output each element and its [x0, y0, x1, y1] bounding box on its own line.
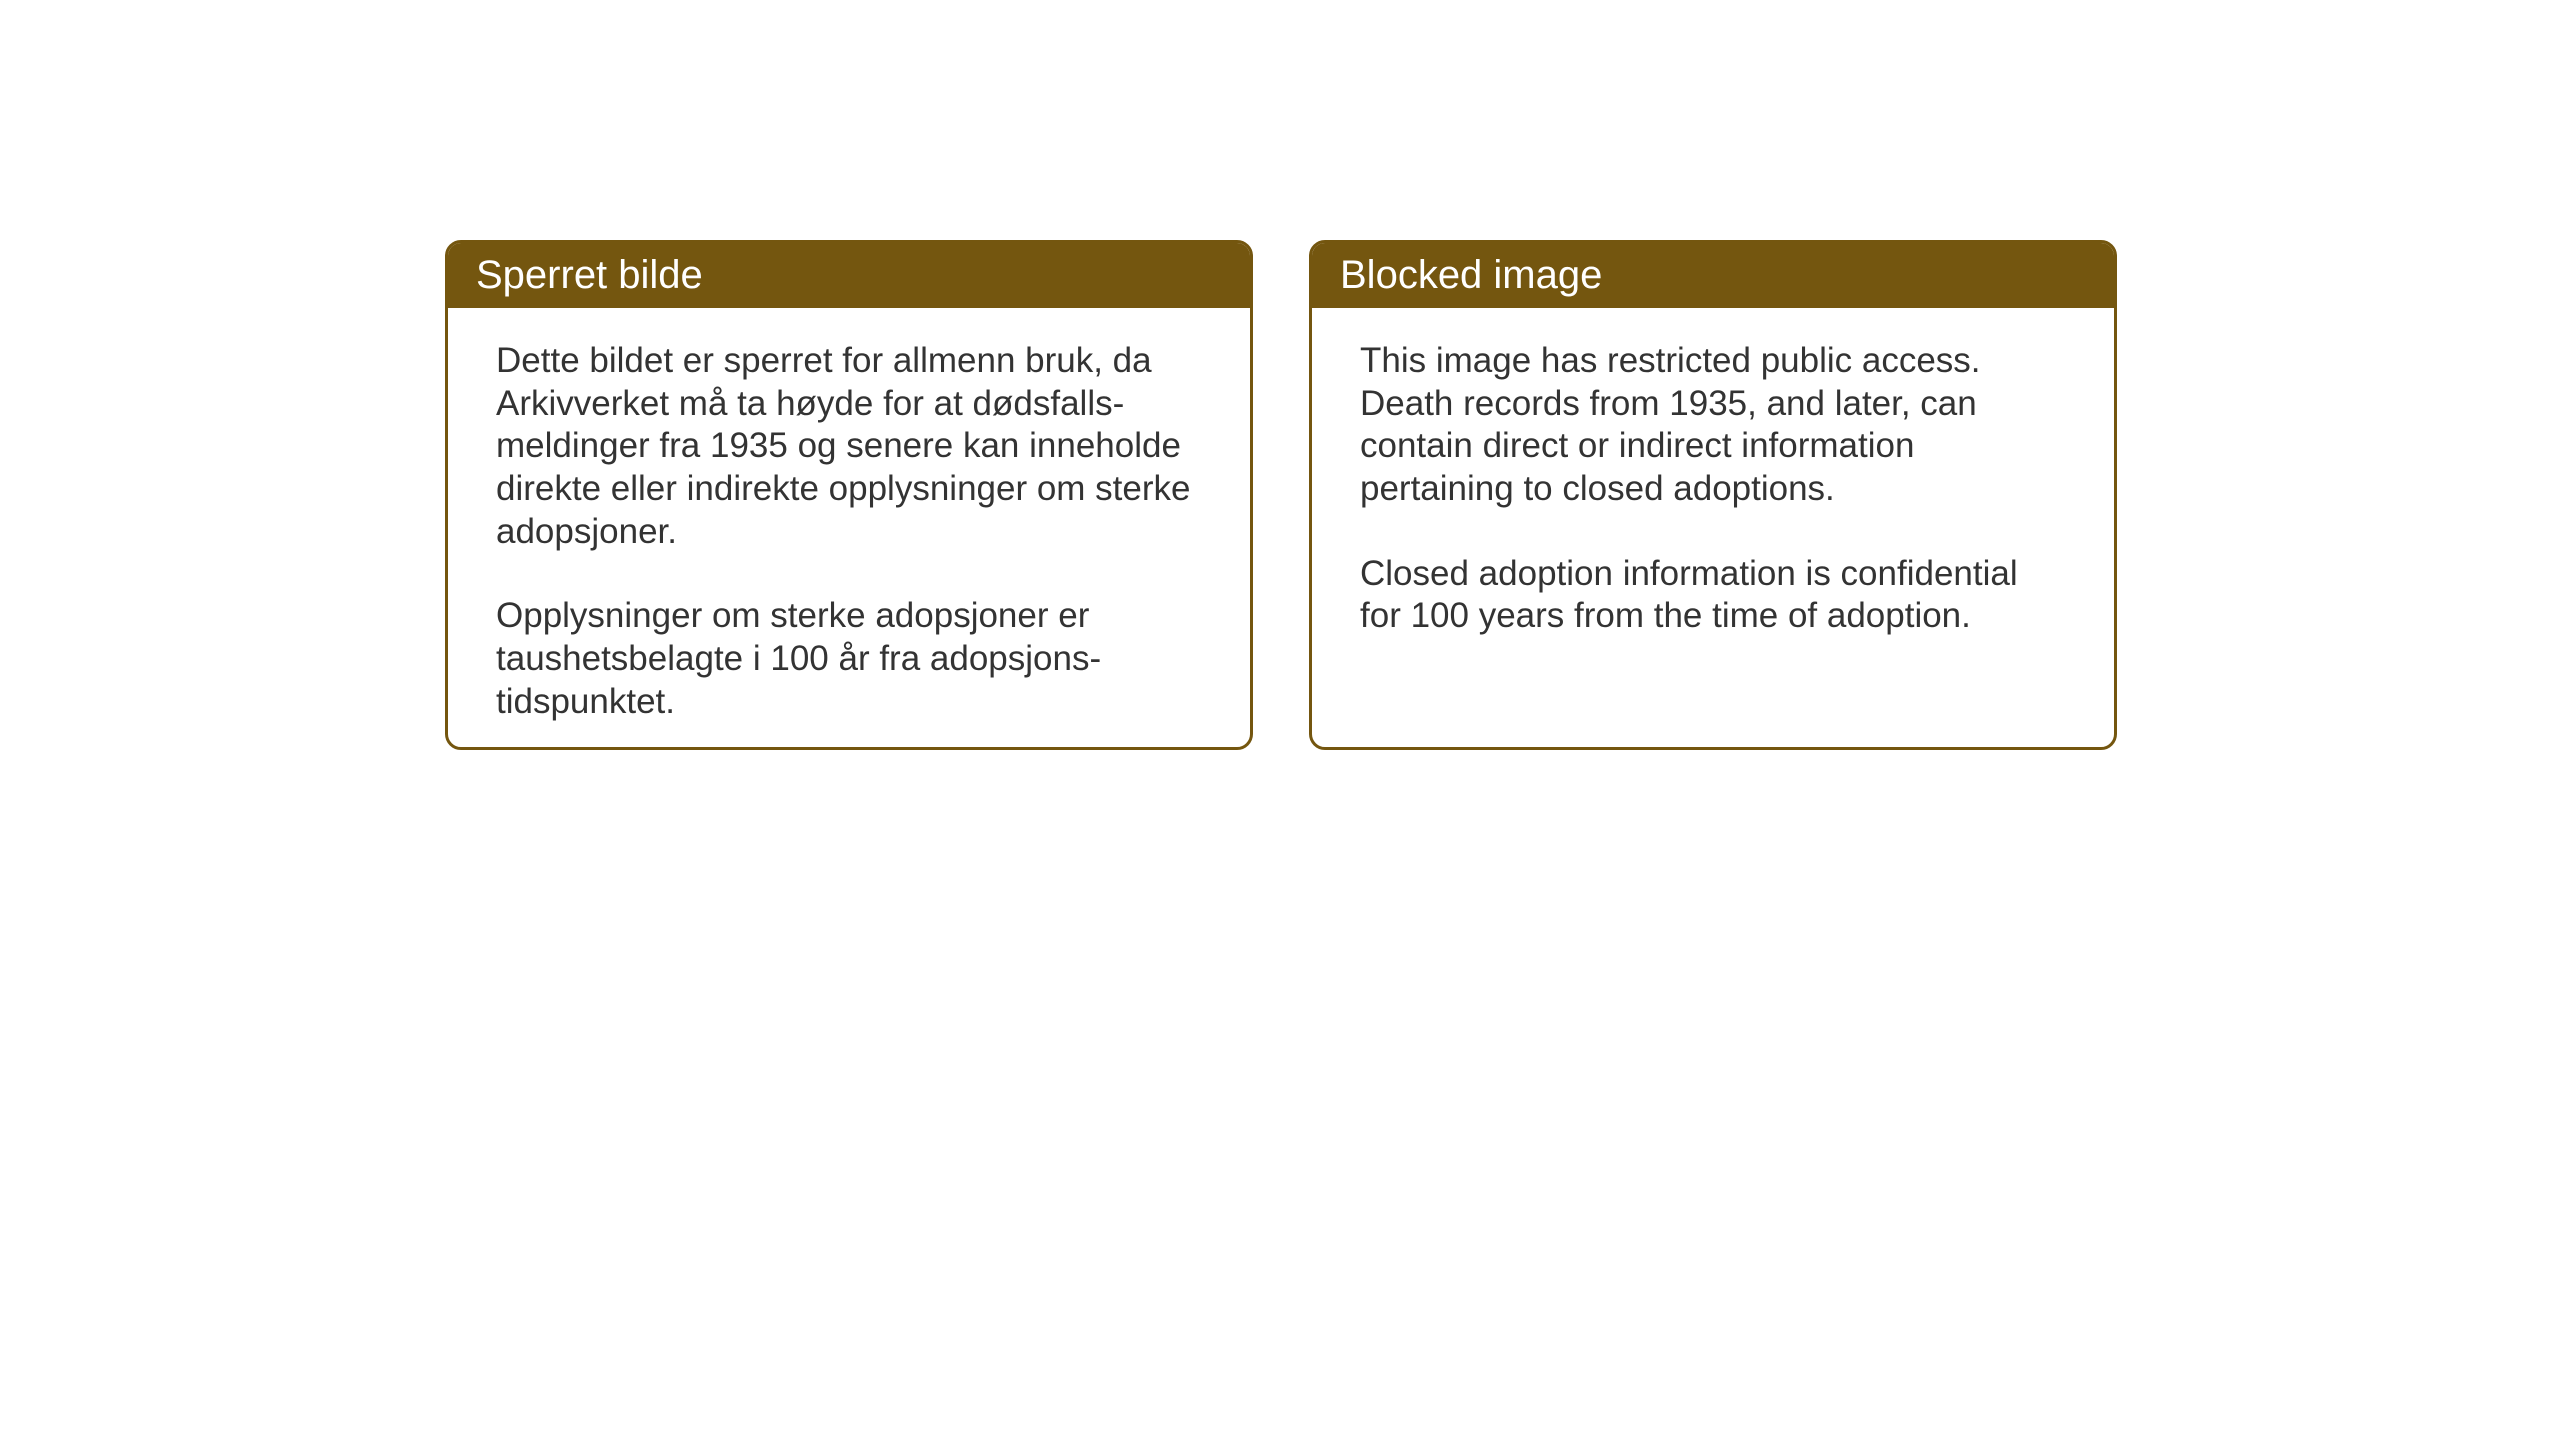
card-header-norwegian: Sperret bilde — [448, 243, 1250, 308]
card-body-english: This image has restricted public access.… — [1312, 308, 2114, 670]
card-paragraph-norwegian-1: Dette bildet er sperret for allmenn bruk… — [496, 340, 1202, 553]
card-body-norwegian: Dette bildet er sperret for allmenn bruk… — [448, 308, 1250, 750]
card-norwegian: Sperret bilde Dette bildet er sperret fo… — [445, 240, 1253, 750]
card-header-english: Blocked image — [1312, 243, 2114, 308]
card-paragraph-english-1: This image has restricted public access.… — [1360, 340, 2066, 511]
card-title-english: Blocked image — [1340, 253, 1602, 297]
card-title-norwegian: Sperret bilde — [476, 253, 703, 297]
card-paragraph-norwegian-2: Opplysninger om sterke adopsjoner er tau… — [496, 595, 1202, 723]
card-paragraph-english-2: Closed adoption information is confident… — [1360, 553, 2066, 638]
cards-container: Sperret bilde Dette bildet er sperret fo… — [445, 240, 2117, 750]
card-english: Blocked image This image has restricted … — [1309, 240, 2117, 750]
